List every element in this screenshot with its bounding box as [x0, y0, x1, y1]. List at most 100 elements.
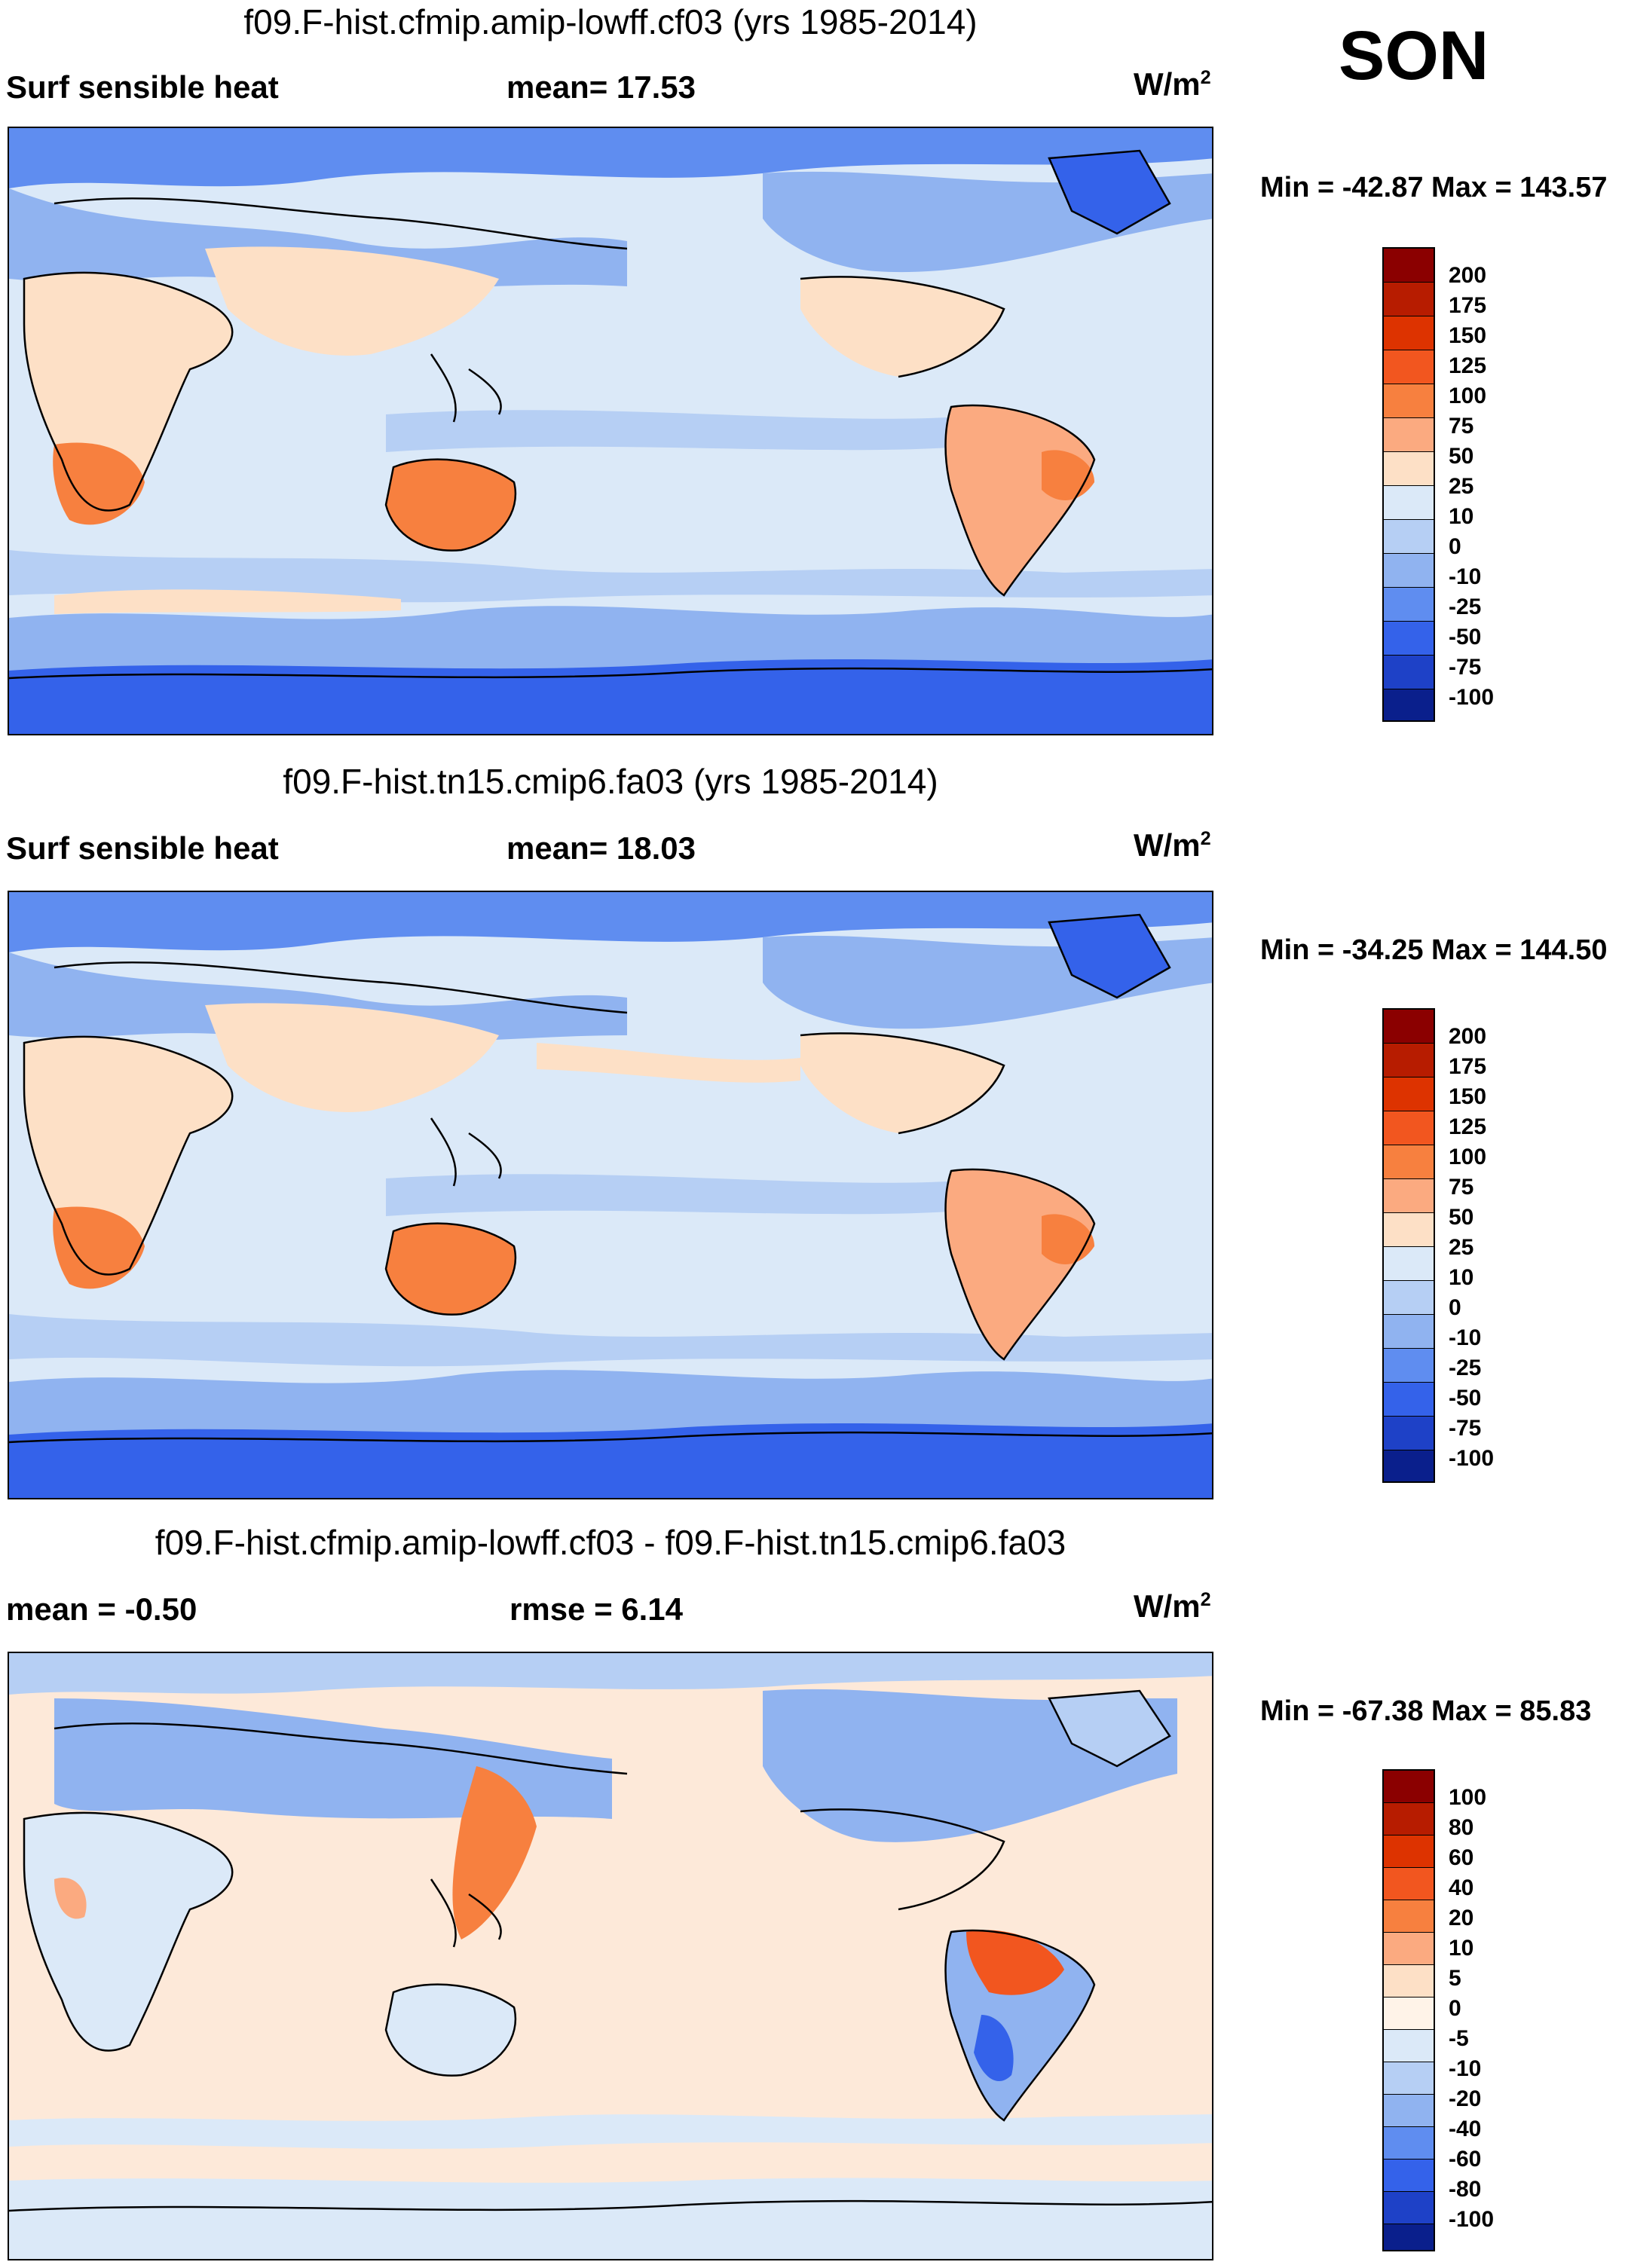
pacific-warm-streak — [537, 1043, 800, 1083]
colorbar-cell — [1384, 2030, 1434, 2062]
colorbar-tick-label: -25 — [1449, 1356, 1482, 1380]
panel-3-minmax: Min = -67.38 Max = 85.83 — [1260, 1695, 1592, 1727]
panel-2-mean-label: mean= 18.03 — [506, 830, 696, 866]
colorbar-cell — [1384, 384, 1434, 418]
panel-3-units: W/m2 — [1134, 1588, 1211, 1624]
colorbar-tick-label: 125 — [1449, 353, 1487, 378]
panel-1-units: W/m2 — [1134, 66, 1211, 102]
colorbar-tick-label: 200 — [1449, 263, 1487, 288]
colorbar-tick-label: 10 — [1449, 504, 1474, 529]
colorbar-cell — [1384, 520, 1434, 554]
colorbar-cell — [1384, 2192, 1434, 2224]
panel-2-title: f09.F-hist.tn15.cmip6.fa03 (yrs 1985-201… — [283, 762, 938, 801]
colorbar-cell — [1384, 1933, 1434, 1965]
colorbar-tick-label: 0 — [1449, 1295, 1461, 1320]
colorbar-cell — [1384, 1868, 1434, 1900]
colorbar-tick-label: 75 — [1449, 414, 1474, 439]
colorbar-cell — [1384, 588, 1434, 622]
colorbar-tick-label: 200 — [1449, 1024, 1487, 1049]
colorbar-tick-label: -80 — [1449, 2177, 1482, 2202]
colorbar-tick-label: -10 — [1449, 564, 1482, 589]
panel-2-variable-label: Surf sensible heat — [6, 830, 279, 866]
colorbar-tick-label: 20 — [1449, 1906, 1474, 1930]
panel-1-variable-label: Surf sensible heat — [6, 69, 279, 105]
colorbar-cell — [1384, 2127, 1434, 2159]
colorbar-tick-label: -100 — [1449, 2207, 1495, 2232]
colorbar-cell — [1384, 2159, 1434, 2192]
colorbar-tick-label: 80 — [1449, 1815, 1474, 1840]
colorbar-tick-label: -60 — [1449, 2147, 1482, 2172]
colorbar-cell — [1384, 1771, 1434, 1803]
colorbar-tick-label: 150 — [1449, 323, 1487, 348]
southern-africa-warm — [53, 1206, 145, 1289]
arctic-cold-band — [9, 128, 1212, 188]
midlatitude-south-band — [9, 1314, 1212, 1367]
colorbar-tick-label: -20 — [1449, 2086, 1482, 2111]
colorbar-cell — [1384, 1315, 1434, 1349]
colorbar-cell — [1384, 283, 1434, 316]
colorbar-cell — [1384, 1349, 1434, 1383]
colorbar-cell — [1384, 1835, 1434, 1868]
australia-warm — [386, 1223, 516, 1315]
colorbar-cell — [1384, 554, 1434, 588]
east-asia-positive-streak — [452, 1766, 537, 1939]
colorbar-tick-label: 40 — [1449, 1875, 1474, 1900]
colorbar-tick-label: 100 — [1449, 384, 1487, 408]
colorbar-cell — [1384, 418, 1434, 452]
colorbar-cell — [1384, 622, 1434, 656]
colorbar-cell — [1384, 1417, 1434, 1450]
colorbar-tick-label: 60 — [1449, 1845, 1474, 1870]
colorbar-tick-label: 100 — [1449, 1145, 1487, 1169]
colorbar-tick-label: -40 — [1449, 2117, 1482, 2141]
colorbar-cell — [1384, 2062, 1434, 2095]
southern-ocean-band — [9, 2114, 1212, 2149]
colorbar-cell — [1384, 486, 1434, 520]
amazon-positive-region — [966, 1930, 1064, 1995]
panel-1-mean-label: mean= 17.53 — [506, 69, 696, 105]
colorbar-cell — [1384, 1383, 1434, 1417]
colorbar-cell — [1384, 1900, 1434, 1933]
colorbar-tick-label: 10 — [1449, 1936, 1474, 1961]
colorbar-cell — [1384, 249, 1434, 283]
season-label: SON — [1339, 17, 1489, 94]
colorbar-cell — [1384, 2224, 1434, 2250]
colorbar-tick-label: 125 — [1449, 1114, 1487, 1139]
southern-africa-warm — [53, 442, 145, 525]
colorbar-cell — [1384, 1044, 1434, 1077]
coastlines — [9, 1689, 1212, 2212]
africa-land — [24, 1812, 233, 2051]
panel-2-minmax: Min = -34.25 Max = 144.50 — [1260, 934, 1608, 966]
north-america-land — [800, 1033, 1004, 1133]
colorbar-cell — [1384, 1010, 1434, 1044]
colorbar-cell — [1384, 1111, 1434, 1145]
colorbar-cell — [1384, 1281, 1434, 1315]
colorbar-tick-label: -25 — [1449, 595, 1482, 619]
colorbar-tick-label: -75 — [1449, 655, 1482, 680]
colorbar-tick-label: 150 — [1449, 1084, 1487, 1109]
colorbar-tick-label: 0 — [1449, 534, 1461, 559]
panel-1-colorbar — [1382, 247, 1435, 722]
asia-land — [205, 1003, 499, 1112]
panel-3-colorbar — [1382, 1769, 1435, 2251]
australia-land — [386, 1984, 516, 2076]
colorbar-cell — [1384, 1965, 1434, 1997]
antarctica-region — [9, 1423, 1212, 1498]
antarctica-region — [9, 659, 1212, 734]
colorbar-cell — [1384, 1247, 1434, 1281]
panel-1-map — [8, 127, 1213, 735]
colorbar-tick-label: -5 — [1449, 2026, 1469, 2051]
colorbar-tick-label: -100 — [1449, 685, 1495, 710]
coastlines — [9, 913, 1212, 1444]
panel-3-mean-label: mean = -0.50 — [6, 1591, 197, 1627]
asia-land — [205, 246, 499, 356]
colorbar-tick-label: 50 — [1449, 1205, 1474, 1230]
colorbar-tick-label: -10 — [1449, 1325, 1482, 1350]
colorbar-tick-label: 100 — [1449, 1785, 1487, 1810]
colorbar-tick-label: 175 — [1449, 1054, 1487, 1079]
colorbar-cell — [1384, 1997, 1434, 2030]
panel-1-minmax: Min = -42.87 Max = 143.57 — [1260, 172, 1608, 203]
colorbar-cell — [1384, 1803, 1434, 1835]
greenland-region — [1049, 151, 1170, 234]
colorbar-cell — [1384, 452, 1434, 486]
colorbar-cell — [1384, 1077, 1434, 1111]
